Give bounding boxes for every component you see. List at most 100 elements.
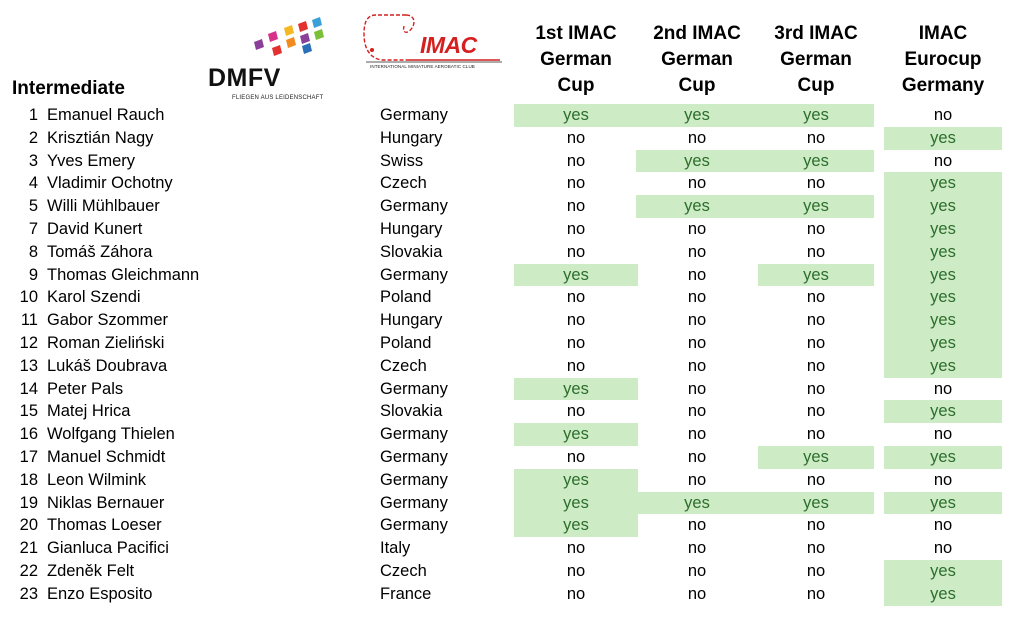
country-cell: Hungary (380, 128, 443, 147)
country-cell: Germany (380, 425, 448, 444)
table-row: 18 Leon Wilmink Germany yes no no no (0, 468, 1024, 492)
cup2-cell: no (687, 379, 707, 398)
eurocup-cell: no (933, 106, 953, 124)
eurocup-cell: yes (884, 126, 1002, 150)
country-cell: Germany (380, 493, 448, 512)
country-cell: Italy (380, 539, 411, 558)
cup1-cell: yes (514, 423, 638, 446)
cup2-cell: no (687, 265, 707, 284)
cup1-cell: no (566, 219, 586, 238)
country-cell: Germany (380, 265, 448, 284)
dmfv-tagline: FLIEGEN AUS LEIDENSCHAFT (232, 95, 324, 101)
pilot-name-cell: Thomas Gleichmann (47, 265, 200, 284)
table-row: 15 Matej Hrica Slovakia no no no yes (0, 400, 1024, 424)
eurocup-cell: no (933, 516, 953, 535)
table-row: 4 Vladimir Ochotny Czech no no no yes (0, 172, 1024, 196)
country-cell: Hungary (380, 311, 443, 330)
rank-cell: 23 (19, 584, 38, 603)
table-row: 23 Enzo Esposito France no no no yes (0, 582, 1024, 606)
cup3-cell: no (806, 425, 826, 444)
cup3-cell: no (806, 242, 826, 261)
pilot-name-cell: Zdeněk Felt (47, 561, 135, 580)
country-cell: Germany (380, 106, 448, 124)
country-cell: Hungary (380, 219, 443, 238)
cup2-cell: no (687, 311, 707, 330)
table-row: 9 Thomas Gleichmann Germany yes no yes yes (0, 263, 1024, 287)
cup1-cell: no (566, 242, 586, 261)
country-cell: Germany (380, 447, 448, 466)
class-label: Intermediate (12, 78, 125, 99)
pilot-name-cell: Gabor Szommer (47, 311, 169, 330)
pilot-name-cell: Gianluca Pacifici (47, 539, 169, 558)
cup1-cell: no (566, 356, 586, 375)
pilot-name-cell: Tomáš Záhora (47, 242, 153, 261)
country-cell: Czech (380, 561, 427, 580)
pilot-name-cell: Leon Wilmink (47, 470, 147, 489)
pilot-name-cell: Peter Pals (47, 379, 124, 398)
pilot-name-cell: Enzo Esposito (47, 584, 153, 603)
cup1-cell: no (566, 311, 586, 330)
cup3-cell: no (806, 539, 826, 558)
cup1-cell: yes (514, 104, 638, 127)
column-header-2nd-imac-german-cup: 2nd IMAC German Cup (653, 23, 741, 96)
eurocup-cell: yes (884, 559, 1002, 583)
table-row: 22 Zdeněk Felt Czech no no no yes (0, 559, 1024, 583)
table-row: 21 Gianluca Pacifici Italy no no no no (0, 537, 1024, 560)
cup3-cell: no (806, 333, 826, 352)
eurocup-cell: yes (884, 445, 1002, 469)
country-cell: Germany (380, 516, 448, 535)
column-header-imac-eurocup-germany: IMAC Eurocup Germany (901, 23, 985, 96)
cup3-cell: yes (758, 195, 874, 218)
table-row: 3 Yves Emery Swiss no yes yes no (0, 149, 1024, 173)
rank-cell: 22 (19, 561, 38, 580)
cup3-cell: no (806, 584, 826, 603)
cup1-cell: no (566, 402, 586, 421)
cup3-cell: no (806, 379, 826, 398)
rank-cell: 7 (28, 219, 38, 238)
rank-cell: 15 (19, 402, 38, 421)
table-row: 14 Peter Pals Germany yes no no no (0, 377, 1024, 401)
column-header-3rd-imac-german-cup: 3rd IMAC German Cup (774, 23, 858, 96)
cup2-cell: no (687, 219, 707, 238)
cup2-cell: no (687, 561, 707, 580)
cup3-cell: no (806, 174, 826, 193)
cup2-cell: no (687, 402, 707, 421)
eurocup-cell: yes (884, 354, 1002, 378)
rank-cell: 13 (19, 356, 38, 375)
pilot-name-cell: Willi Mühlbauer (47, 197, 160, 216)
dmfv-wordmark: DMFV (208, 64, 281, 92)
country-cell: Slovakia (380, 242, 443, 261)
cup1-cell: yes (514, 491, 638, 515)
eurocup-cell: no (933, 151, 953, 170)
eurocup-cell: yes (884, 195, 1002, 218)
rank-cell: 9 (28, 265, 38, 284)
cup2-cell: yes (636, 195, 758, 218)
results-table: 1 Emanuel Rauch Germany yes yes yes no 2 Kriszti… (0, 104, 1024, 606)
eurocup-cell: yes (884, 286, 1002, 310)
cup2-cell: yes (636, 104, 758, 127)
rank-cell: 14 (19, 379, 38, 398)
cup2-cell: yes (636, 149, 758, 173)
table-row: 20 Thomas Loeser Germany yes no no no (0, 514, 1024, 538)
cup1-cell: yes (514, 514, 638, 538)
cup3-cell: yes (758, 445, 874, 469)
rank-cell: 12 (19, 333, 38, 352)
rank-cell: 21 (19, 539, 38, 558)
table-row: 13 Lukáš Doubrava Czech no no no yes (0, 354, 1024, 378)
rank-cell: 20 (19, 516, 38, 535)
column-header-1st-imac-german-cup: 1st IMAC German Cup (535, 23, 617, 96)
eurocup-cell: yes (884, 309, 1002, 332)
country-cell: Czech (380, 174, 427, 193)
table-row: 11 Gabor Szommer Hungary no no no yes (0, 309, 1024, 332)
cup2-cell: no (687, 356, 707, 375)
pilot-name-cell: David Kunert (47, 219, 143, 238)
cup2-cell: no (687, 128, 707, 147)
cup1-cell: no (566, 333, 586, 352)
cup3-cell: no (806, 402, 826, 421)
cup3-cell: yes (758, 104, 874, 127)
pilot-name-cell: Thomas Loeser (47, 516, 162, 535)
country-cell: Poland (380, 288, 432, 307)
pilot-name-cell: Vladimir Ochotny (47, 174, 173, 193)
cup1-cell: no (566, 584, 586, 603)
